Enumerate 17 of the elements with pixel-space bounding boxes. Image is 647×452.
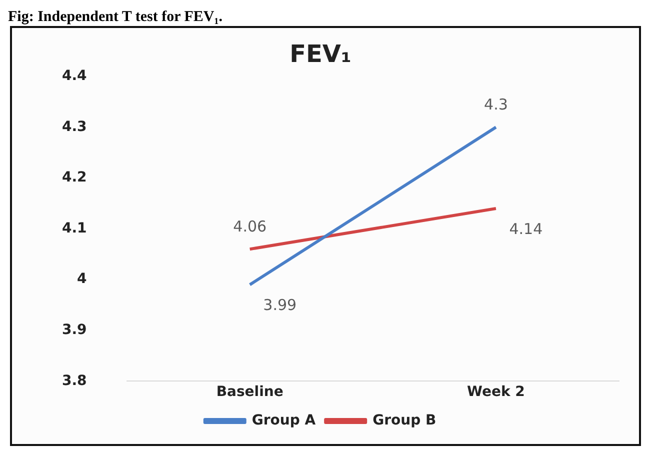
y-tick-label: 4 <box>77 271 88 288</box>
text: Fig: Independent T test for FEV₁. <box>8 8 224 26</box>
x-tick-label: Baseline <box>216 384 284 400</box>
y-tick-label: 3.8 <box>62 372 87 389</box>
legend-label: Group B <box>372 412 436 429</box>
legend-label: Group A <box>252 412 316 429</box>
data-label: 3.99 <box>263 296 297 314</box>
chart-title: FEV₁ <box>290 40 352 68</box>
data-label: 4.3 <box>484 96 508 114</box>
data-label: 4.14 <box>509 220 543 238</box>
y-tick-label: 4.2 <box>62 170 87 186</box>
x-tick-label: Week 2 <box>467 384 525 400</box>
y-tick-label: 3.9 <box>62 322 87 338</box>
data-label: 4.06 <box>233 218 267 236</box>
y-tick-label: 4.3 <box>62 118 87 135</box>
y-tick-label: 4.1 <box>62 220 87 236</box>
y-tick-label: 4.4 <box>62 68 88 84</box>
